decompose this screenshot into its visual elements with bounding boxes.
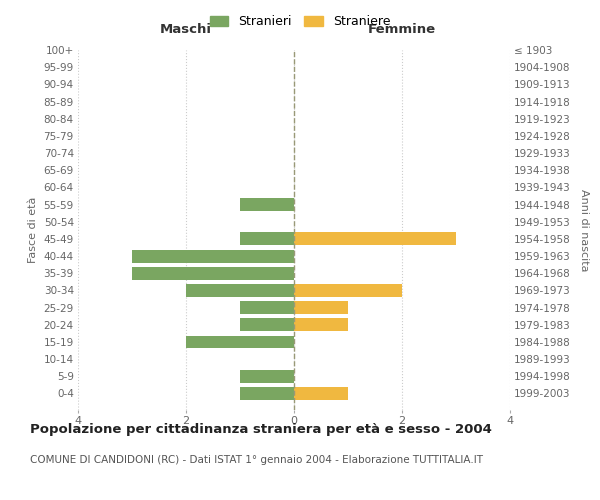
Y-axis label: Fasce di età: Fasce di età bbox=[28, 197, 38, 263]
Text: Popolazione per cittadinanza straniera per età e sesso - 2004: Popolazione per cittadinanza straniera p… bbox=[30, 422, 492, 436]
Bar bbox=[132, 267, 294, 280]
Bar bbox=[132, 250, 294, 262]
Text: Maschi: Maschi bbox=[160, 24, 212, 36]
Bar bbox=[240, 318, 294, 331]
Text: Femmine: Femmine bbox=[368, 24, 436, 36]
Bar bbox=[294, 318, 348, 331]
Bar bbox=[294, 232, 456, 245]
Bar bbox=[186, 336, 294, 348]
Bar bbox=[294, 284, 402, 297]
Bar bbox=[240, 301, 294, 314]
Bar bbox=[294, 301, 348, 314]
Bar bbox=[294, 387, 348, 400]
Bar bbox=[240, 387, 294, 400]
Y-axis label: Anni di nascita: Anni di nascita bbox=[579, 188, 589, 271]
Bar bbox=[240, 198, 294, 211]
Bar bbox=[240, 232, 294, 245]
Legend: Stranieri, Straniere: Stranieri, Straniere bbox=[206, 11, 394, 32]
Bar bbox=[186, 284, 294, 297]
Text: COMUNE DI CANDIDONI (RC) - Dati ISTAT 1° gennaio 2004 - Elaborazione TUTTITALIA.: COMUNE DI CANDIDONI (RC) - Dati ISTAT 1°… bbox=[30, 455, 483, 465]
Bar bbox=[240, 370, 294, 382]
